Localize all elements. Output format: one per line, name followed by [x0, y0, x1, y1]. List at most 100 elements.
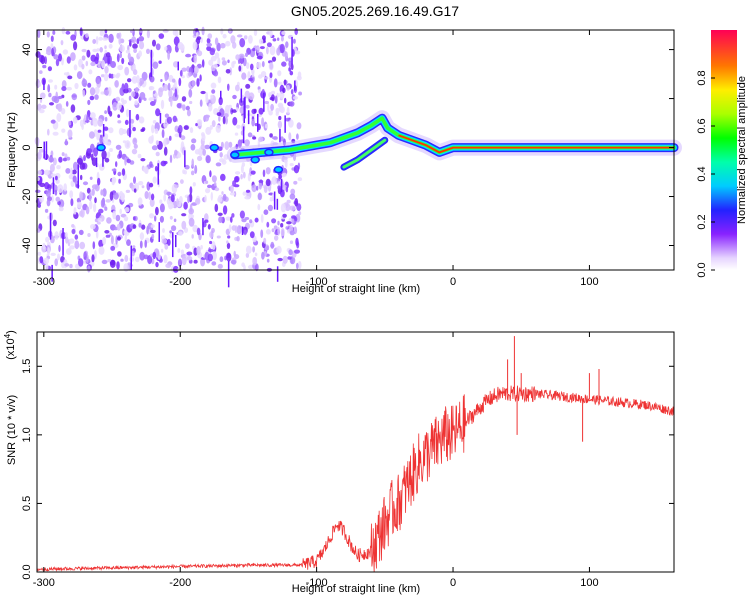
noise-blob [217, 212, 223, 216]
noise-blob [139, 232, 145, 241]
noise-blob [135, 113, 140, 121]
noise-blob [154, 128, 159, 134]
noise-blob [245, 52, 248, 57]
noise-blob [220, 42, 226, 49]
ridge-blob [273, 165, 284, 174]
noise-blob [54, 231, 59, 240]
noise-blob [119, 87, 125, 96]
noise-blob [99, 47, 103, 53]
noise-blob [232, 116, 238, 126]
noise-blob [221, 191, 224, 195]
noise-blob [245, 83, 251, 89]
noise-blob [279, 91, 285, 99]
noise-streak [172, 232, 174, 258]
noise-blob [47, 128, 50, 136]
noise-blob [117, 171, 122, 177]
noise-blob [37, 29, 41, 39]
noise-blob [239, 210, 245, 219]
noise-blob [114, 80, 119, 88]
noise-blob [214, 203, 219, 213]
noise-blob [199, 74, 202, 82]
noise-blob [87, 265, 91, 273]
noise-blob [155, 206, 159, 216]
noise-blob [226, 252, 232, 262]
noise-blob [162, 83, 169, 92]
noise-blob [296, 262, 299, 270]
noise-blob [169, 230, 173, 234]
noise-blob [270, 90, 276, 95]
noise-blob [271, 56, 277, 62]
noise-blob [247, 71, 251, 80]
noise-blob [139, 240, 143, 249]
noise-blob [105, 234, 111, 238]
noise-blob [278, 174, 283, 180]
noise-blob [79, 241, 86, 250]
noise-blob [204, 114, 211, 119]
noise-blob [50, 173, 57, 177]
y-tick-label: 1.0 [21, 427, 33, 442]
noise-blob [289, 101, 295, 107]
noise-blob [277, 226, 280, 236]
noise-blob [42, 64, 47, 69]
noise-blob [155, 140, 159, 146]
noise-blob [269, 62, 274, 70]
noise-blob [70, 180, 75, 187]
noise-blob [220, 28, 224, 35]
noise-blob [124, 156, 127, 166]
noise-blob [219, 158, 225, 163]
noise-blob [189, 186, 193, 195]
noise-blob [218, 216, 223, 224]
noise-blob [180, 135, 186, 141]
noise-blob [216, 42, 221, 52]
noise-blob [236, 124, 241, 129]
colorbar: 0.0 0.2 0.4 0.6 0.8 Normalized spectral ampl… [696, 30, 748, 278]
noise-blob [119, 44, 125, 53]
noise-blob [96, 133, 100, 141]
noise-blob [221, 57, 226, 61]
noise-blob [276, 47, 281, 56]
noise-blob [81, 123, 84, 130]
noise-blob [130, 118, 135, 124]
noise-blob [165, 44, 172, 55]
noise-blob [178, 77, 182, 87]
spectrogram-x-ticks: -300 -200 -100 0 100 [33, 30, 599, 288]
noise-blob [105, 52, 111, 58]
noise-blob [104, 110, 107, 114]
noise-blob [58, 156, 63, 163]
noise-blob [108, 43, 113, 49]
noise-blob [282, 172, 287, 177]
noise-blob [73, 207, 77, 215]
noise-blob [169, 135, 172, 141]
noise-blob [151, 124, 155, 134]
noise-blob [196, 119, 203, 127]
noise-blob [54, 189, 58, 196]
noise-blob [245, 189, 251, 193]
noise-blob [160, 79, 163, 82]
noise-streak [273, 191, 276, 210]
noise-blob [190, 144, 196, 151]
noise-blob [256, 46, 260, 51]
figure-title: GN05.2025.269.16.49.G17 [291, 3, 459, 19]
noise-blob [61, 152, 65, 157]
noise-blob [67, 75, 73, 80]
noise-blob [124, 207, 130, 213]
noise-blob [79, 27, 83, 37]
noise-blob [58, 244, 61, 253]
noise-blob [167, 50, 171, 61]
noise-blob [172, 78, 176, 83]
noise-blob [245, 104, 250, 109]
y-tick-label: 20 [21, 92, 33, 104]
spectrogram-x-label: Height of straight line (km) [292, 283, 420, 295]
snr-scale-base: (x10 [5, 338, 17, 359]
noise-blob [217, 76, 222, 84]
noise-blob [68, 120, 72, 126]
noise-blob [65, 101, 69, 107]
noise-blob [193, 259, 198, 264]
noise-blob [296, 122, 302, 130]
noise-blob [277, 37, 280, 41]
noise-blob [86, 114, 89, 124]
noise-blob [289, 230, 295, 236]
noise-blob [141, 185, 145, 189]
ridge-blob [250, 156, 260, 164]
colorbar-tick-label: 0.6 [696, 118, 708, 133]
